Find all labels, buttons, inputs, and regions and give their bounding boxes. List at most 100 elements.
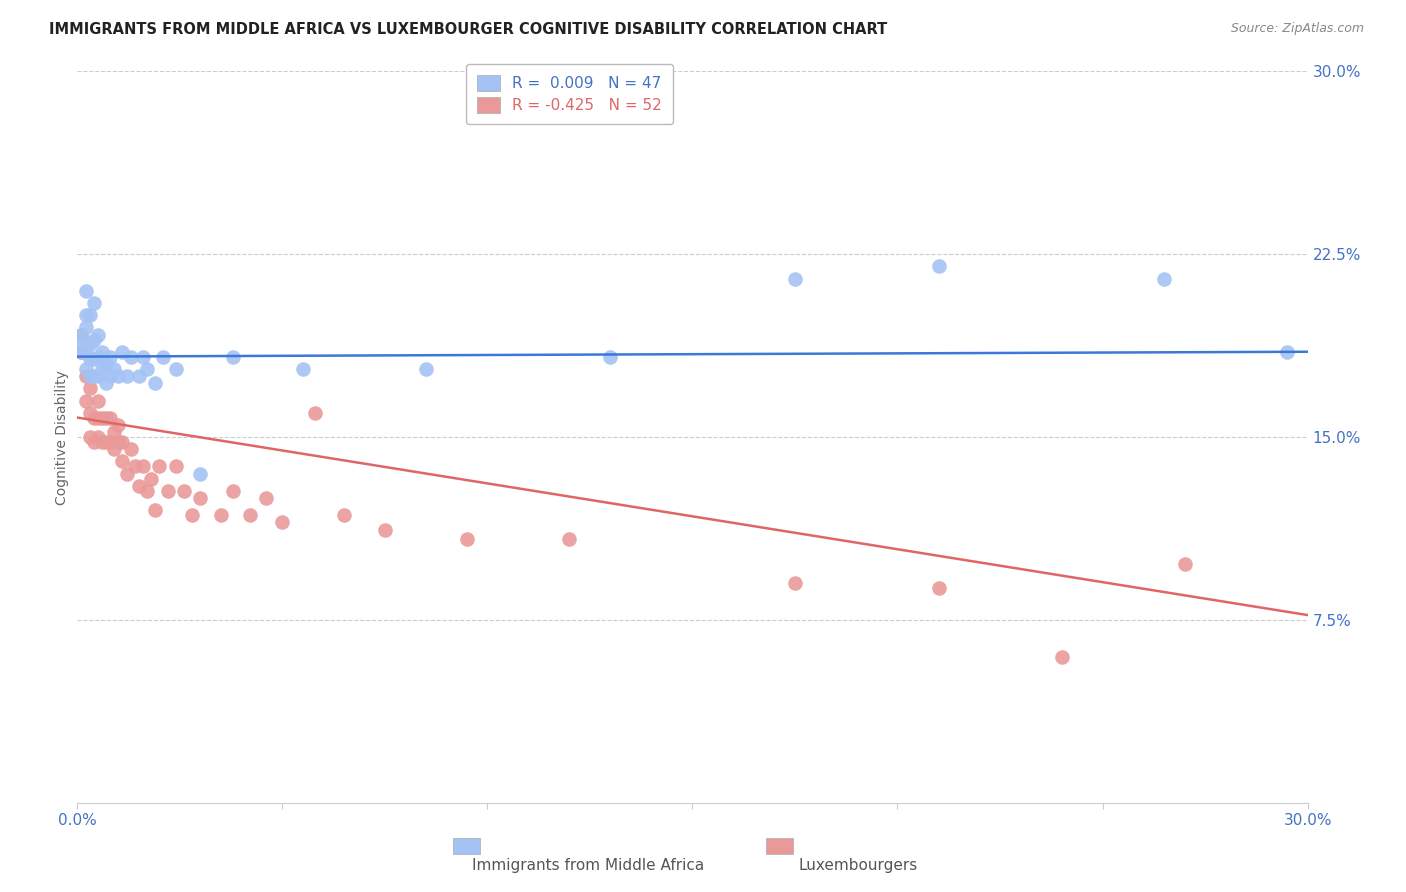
Point — [928, 581, 950, 595]
Bar — [766, 838, 793, 854]
Point — [120, 442, 142, 457]
Point — [333, 508, 356, 522]
Point — [165, 361, 187, 376]
Point — [304, 406, 326, 420]
Point — [83, 410, 105, 425]
Point — [599, 350, 621, 364]
Point — [79, 430, 101, 444]
Point — [148, 459, 170, 474]
Bar — [453, 838, 479, 854]
Point — [70, 327, 93, 342]
Point — [415, 361, 437, 376]
Point — [87, 369, 110, 384]
Point — [90, 434, 114, 449]
Point — [90, 410, 114, 425]
Point — [75, 361, 97, 376]
Point — [115, 467, 138, 481]
Point — [783, 271, 806, 285]
Point — [79, 337, 101, 351]
Point — [115, 369, 138, 384]
Point — [141, 471, 163, 485]
Point — [111, 434, 134, 449]
Point — [79, 381, 101, 395]
Point — [111, 454, 134, 468]
Point — [79, 308, 101, 322]
Point — [103, 361, 125, 376]
Point — [83, 333, 105, 347]
Point — [90, 361, 114, 376]
Point — [98, 369, 121, 384]
Point — [181, 508, 204, 522]
Point — [70, 344, 93, 359]
Point — [136, 483, 159, 498]
Point — [128, 369, 150, 384]
Point — [165, 459, 187, 474]
Point — [83, 296, 105, 310]
Point — [75, 320, 97, 334]
Point — [79, 352, 101, 367]
Point — [107, 434, 129, 449]
Point — [143, 503, 166, 517]
Point — [103, 442, 125, 457]
Point — [83, 352, 105, 367]
Point — [222, 350, 245, 364]
Point — [120, 350, 142, 364]
Point — [70, 344, 93, 359]
Point — [75, 393, 97, 408]
Point — [107, 417, 129, 432]
Point — [75, 284, 97, 298]
Point — [70, 337, 93, 351]
Point — [79, 369, 101, 384]
Point — [87, 430, 110, 444]
Point — [456, 533, 478, 547]
Point — [152, 350, 174, 364]
Point — [291, 361, 314, 376]
Point — [188, 467, 212, 481]
Point — [107, 369, 129, 384]
Point — [94, 357, 117, 371]
Point — [87, 410, 110, 425]
Point — [94, 410, 117, 425]
Text: Source: ZipAtlas.com: Source: ZipAtlas.com — [1230, 22, 1364, 36]
Point — [87, 393, 110, 408]
Point — [1050, 649, 1073, 664]
Y-axis label: Cognitive Disability: Cognitive Disability — [55, 369, 69, 505]
Point — [222, 483, 245, 498]
Point — [70, 327, 93, 342]
Point — [132, 350, 155, 364]
Point — [83, 434, 105, 449]
Point — [558, 533, 581, 547]
Point — [75, 344, 97, 359]
Point — [87, 327, 110, 342]
Point — [98, 434, 121, 449]
Point — [156, 483, 179, 498]
Point — [79, 406, 101, 420]
Point — [173, 483, 195, 498]
Point — [188, 491, 212, 505]
Point — [111, 344, 134, 359]
Point — [128, 479, 150, 493]
Point — [124, 459, 146, 474]
Point — [75, 308, 97, 322]
Text: Luxembourgers: Luxembourgers — [799, 858, 918, 872]
Point — [374, 523, 396, 537]
Point — [1275, 344, 1298, 359]
Point — [98, 410, 121, 425]
Point — [94, 376, 117, 391]
Legend: R =  0.009   N = 47, R = -0.425   N = 52: R = 0.009 N = 47, R = -0.425 N = 52 — [467, 64, 672, 124]
Point — [254, 491, 277, 505]
Point — [143, 376, 166, 391]
Point — [136, 361, 159, 376]
Point — [928, 260, 950, 274]
Point — [271, 516, 294, 530]
Point — [87, 350, 110, 364]
Point — [209, 508, 232, 522]
Point — [90, 344, 114, 359]
Point — [94, 434, 117, 449]
Point — [783, 576, 806, 591]
Point — [103, 425, 125, 440]
Point — [132, 459, 155, 474]
Text: Immigrants from Middle Africa: Immigrants from Middle Africa — [472, 858, 704, 872]
Text: IMMIGRANTS FROM MIDDLE AFRICA VS LUXEMBOURGER COGNITIVE DISABILITY CORRELATION C: IMMIGRANTS FROM MIDDLE AFRICA VS LUXEMBO… — [49, 22, 887, 37]
Point — [1153, 271, 1175, 285]
